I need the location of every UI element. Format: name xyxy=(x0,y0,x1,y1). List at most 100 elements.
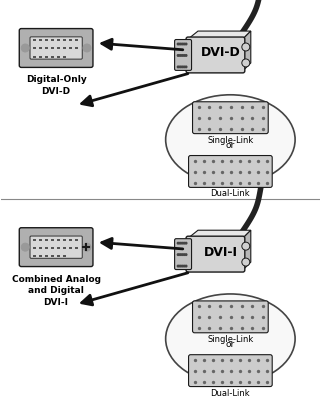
Bar xyxy=(51,39,53,41)
Circle shape xyxy=(181,66,183,68)
Bar xyxy=(69,48,72,50)
Circle shape xyxy=(179,265,181,267)
Bar xyxy=(44,48,48,50)
Circle shape xyxy=(242,258,250,266)
Text: DVI-D: DVI-D xyxy=(201,46,240,60)
Bar xyxy=(51,247,53,249)
Circle shape xyxy=(179,66,181,68)
Text: Dual-Link: Dual-Link xyxy=(211,189,250,198)
Bar xyxy=(57,39,60,41)
Bar xyxy=(57,247,60,249)
Circle shape xyxy=(181,242,183,244)
Circle shape xyxy=(179,43,181,45)
Polygon shape xyxy=(243,230,251,270)
Text: Digital-Only
DVI-D: Digital-Only DVI-D xyxy=(26,75,86,96)
Circle shape xyxy=(179,55,181,56)
Circle shape xyxy=(21,243,29,251)
FancyBboxPatch shape xyxy=(193,102,268,134)
Bar xyxy=(38,39,42,41)
Bar xyxy=(75,247,78,249)
Circle shape xyxy=(179,254,181,256)
Circle shape xyxy=(181,43,183,45)
Text: Dual-Link: Dual-Link xyxy=(211,388,250,398)
Bar xyxy=(33,56,36,58)
Bar xyxy=(63,56,66,58)
Bar xyxy=(69,238,72,240)
Bar xyxy=(63,247,66,249)
Circle shape xyxy=(183,66,185,68)
Bar xyxy=(57,238,60,240)
Bar xyxy=(44,238,48,240)
Bar xyxy=(51,238,53,240)
Circle shape xyxy=(183,265,185,267)
Bar xyxy=(33,39,36,41)
Bar xyxy=(63,238,66,240)
Bar xyxy=(63,255,66,257)
FancyBboxPatch shape xyxy=(175,239,192,270)
Bar xyxy=(75,238,78,240)
Bar xyxy=(51,48,53,50)
Bar xyxy=(44,39,48,41)
Bar xyxy=(63,39,66,41)
Circle shape xyxy=(183,43,185,45)
Circle shape xyxy=(177,43,179,45)
Polygon shape xyxy=(188,31,251,39)
Bar xyxy=(38,48,42,50)
Circle shape xyxy=(181,55,183,56)
Text: or: or xyxy=(226,340,235,349)
Bar xyxy=(51,255,53,257)
Circle shape xyxy=(242,242,250,250)
Bar xyxy=(38,56,42,58)
Circle shape xyxy=(185,265,187,267)
Bar xyxy=(38,247,42,249)
Text: or: or xyxy=(226,141,235,150)
Polygon shape xyxy=(243,31,251,71)
Text: Single-Link: Single-Link xyxy=(207,335,253,344)
FancyBboxPatch shape xyxy=(188,355,272,386)
Text: Single-Link: Single-Link xyxy=(207,136,253,145)
Circle shape xyxy=(179,242,181,244)
Bar xyxy=(57,48,60,50)
Bar xyxy=(44,56,48,58)
Text: DVI-I: DVI-I xyxy=(204,246,237,259)
Circle shape xyxy=(177,242,179,244)
FancyBboxPatch shape xyxy=(193,301,268,333)
Text: Combined Analog
and Digital
DVI-I: Combined Analog and Digital DVI-I xyxy=(12,274,100,307)
Bar xyxy=(69,39,72,41)
Circle shape xyxy=(185,66,187,68)
FancyBboxPatch shape xyxy=(30,37,82,59)
Bar xyxy=(57,56,60,58)
Circle shape xyxy=(177,55,179,56)
FancyBboxPatch shape xyxy=(19,28,93,68)
Circle shape xyxy=(242,59,250,67)
Circle shape xyxy=(185,43,187,45)
Circle shape xyxy=(21,44,29,52)
Circle shape xyxy=(183,254,185,256)
Circle shape xyxy=(183,242,185,244)
Ellipse shape xyxy=(166,294,295,384)
Bar xyxy=(63,48,66,50)
FancyBboxPatch shape xyxy=(186,37,245,73)
Ellipse shape xyxy=(166,95,295,184)
Bar xyxy=(33,247,36,249)
Circle shape xyxy=(185,55,187,56)
Circle shape xyxy=(183,55,185,56)
Bar xyxy=(75,39,78,41)
FancyBboxPatch shape xyxy=(30,236,82,258)
Bar xyxy=(75,48,78,50)
Bar xyxy=(51,56,53,58)
Circle shape xyxy=(83,243,91,251)
Polygon shape xyxy=(188,230,251,238)
Circle shape xyxy=(83,44,91,52)
Bar xyxy=(33,238,36,240)
Circle shape xyxy=(181,254,183,256)
FancyBboxPatch shape xyxy=(186,236,245,272)
FancyBboxPatch shape xyxy=(19,228,93,266)
FancyBboxPatch shape xyxy=(188,156,272,188)
Circle shape xyxy=(177,254,179,256)
Circle shape xyxy=(242,43,250,51)
Bar xyxy=(44,247,48,249)
Bar xyxy=(57,255,60,257)
Bar xyxy=(38,255,42,257)
Bar xyxy=(33,255,36,257)
